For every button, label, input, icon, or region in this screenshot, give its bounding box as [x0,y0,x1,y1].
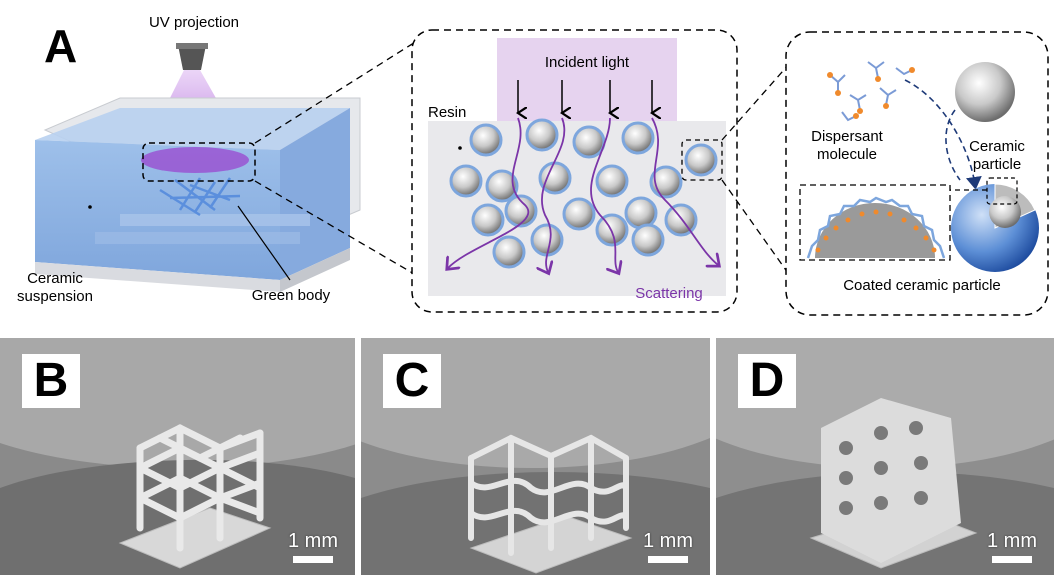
dispersant-label-line1: Dispersant [811,128,884,145]
suspension-pointer [88,205,92,209]
uv-projection-label: UV projection [149,14,239,31]
scalebar-line-d [992,556,1032,563]
green-body-label: Green body [252,287,331,304]
coating-arrow-1 [904,79,982,190]
dispersant-label-line2: molecule [817,146,877,163]
coating-detail-core [815,203,935,258]
panel-letter-d: D [738,354,796,408]
ceramic-particle-sphere [955,62,1015,122]
zoom-box-particle [681,139,723,181]
zoom-box-coating [986,177,1018,205]
photo-panel-c: C 1 mm [361,338,710,575]
ceramic-particles [449,118,718,269]
ceramic-suspension-label-line2: suspension [17,288,93,305]
ceramic-particle-label-line1: Ceramic [969,138,1025,155]
scalebar-line-c [648,556,688,563]
incident-light-area [497,38,677,123]
sem-lattice-d [716,338,1054,575]
uv-projector-icon [176,43,208,70]
coated-particle-core [989,196,1021,228]
green-body-lattice [159,177,241,217]
scalebar-label-d: 1 mm [987,530,1037,552]
sem-lattice-b [0,338,355,575]
scattering-paths [448,117,718,272]
zoom-box-tank [142,142,256,182]
scalebar-b: 1 mm [283,530,343,563]
scalebar-line-b [293,556,333,563]
zoom-line-top [254,33,429,144]
incident-light-label: Incident light [545,54,630,71]
scalebar-d: 1 mm [982,530,1042,563]
zoom-line-bottom [254,180,429,283]
scalebar-c: 1 mm [638,530,698,563]
panel-a: A UV projection [17,14,1049,316]
scalebar-label-c: 1 mm [643,530,693,552]
ceramic-particle-label-line2: particle [973,156,1021,173]
coated-ceramic-particle-label: Coated ceramic particle [843,277,1001,294]
resin-tank [35,97,361,292]
panel-letter-c: C [383,354,441,408]
resin-label: Resin [428,104,466,121]
resin-pointer [458,146,462,150]
scattering-label: Scattering [635,285,703,302]
green-body-leader [237,205,291,281]
photo-panel-b: B 1 mm [0,338,355,575]
photo-panel-d: D 1 mm [716,338,1054,575]
uv-spot [141,147,249,173]
dispersant-heads [827,67,915,119]
scalebar-label-b: 1 mm [288,530,338,552]
coating-detail-heads [815,209,937,253]
incident-arrows [518,80,652,113]
ceramic-suspension-label-line1: Ceramic [27,270,83,287]
panel-letter-b: B [22,354,80,408]
coating-detail-chains [806,196,946,259]
panel-letter-a: A [44,20,77,72]
